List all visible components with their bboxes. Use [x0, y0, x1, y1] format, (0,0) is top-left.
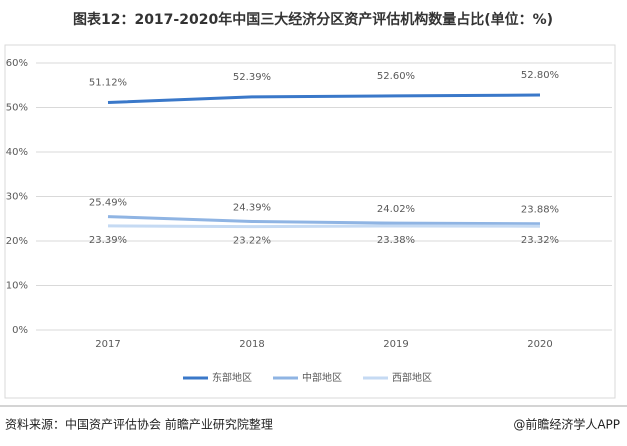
y-tick-label: 40%: [6, 147, 28, 158]
data-label: 24.39%: [233, 202, 271, 213]
data-label: 24.02%: [377, 204, 415, 215]
data-label: 23.32%: [521, 235, 559, 246]
y-tick-label: 0%: [12, 325, 28, 336]
x-tick-label: 2018: [239, 339, 264, 350]
y-tick-label: 20%: [6, 236, 28, 247]
x-tick-label: 2019: [383, 339, 408, 350]
chart-frame: [4, 44, 616, 399]
data-label: 23.88%: [521, 205, 559, 216]
legend-label: 西部地区: [392, 371, 432, 384]
y-tick-label: 50%: [6, 103, 28, 114]
y-tick-label: 30%: [6, 192, 28, 203]
source: 资料来源：中国资产评估协会 前瞻产业研究院整理: [5, 417, 273, 432]
data-label: 23.38%: [377, 235, 415, 246]
chart-title: 图表12：2017-2020年中国三大经济分区资产评估机构数量占比(单位：%): [73, 11, 553, 28]
y-tick-label: 60%: [6, 58, 28, 69]
x-tick-label: 2017: [95, 339, 120, 350]
data-label: 51.12%: [89, 78, 127, 89]
series-line: [107, 224, 541, 229]
data-label: 52.60%: [377, 71, 415, 82]
y-tick-label: 10%: [6, 281, 28, 292]
data-label: 25.49%: [89, 198, 127, 209]
data-label: 52.80%: [521, 70, 559, 81]
data-label: 23.22%: [233, 236, 271, 247]
legend-label: 中部地区: [302, 371, 342, 384]
credit: @前瞻经济学人APP: [513, 417, 620, 432]
legend-label: 东部地区: [212, 371, 252, 384]
data-label: 23.39%: [89, 235, 127, 246]
data-label: 52.39%: [233, 72, 271, 83]
series-line: [107, 93, 541, 105]
x-tick-label: 2020: [527, 339, 552, 350]
series-line: [107, 215, 541, 226]
